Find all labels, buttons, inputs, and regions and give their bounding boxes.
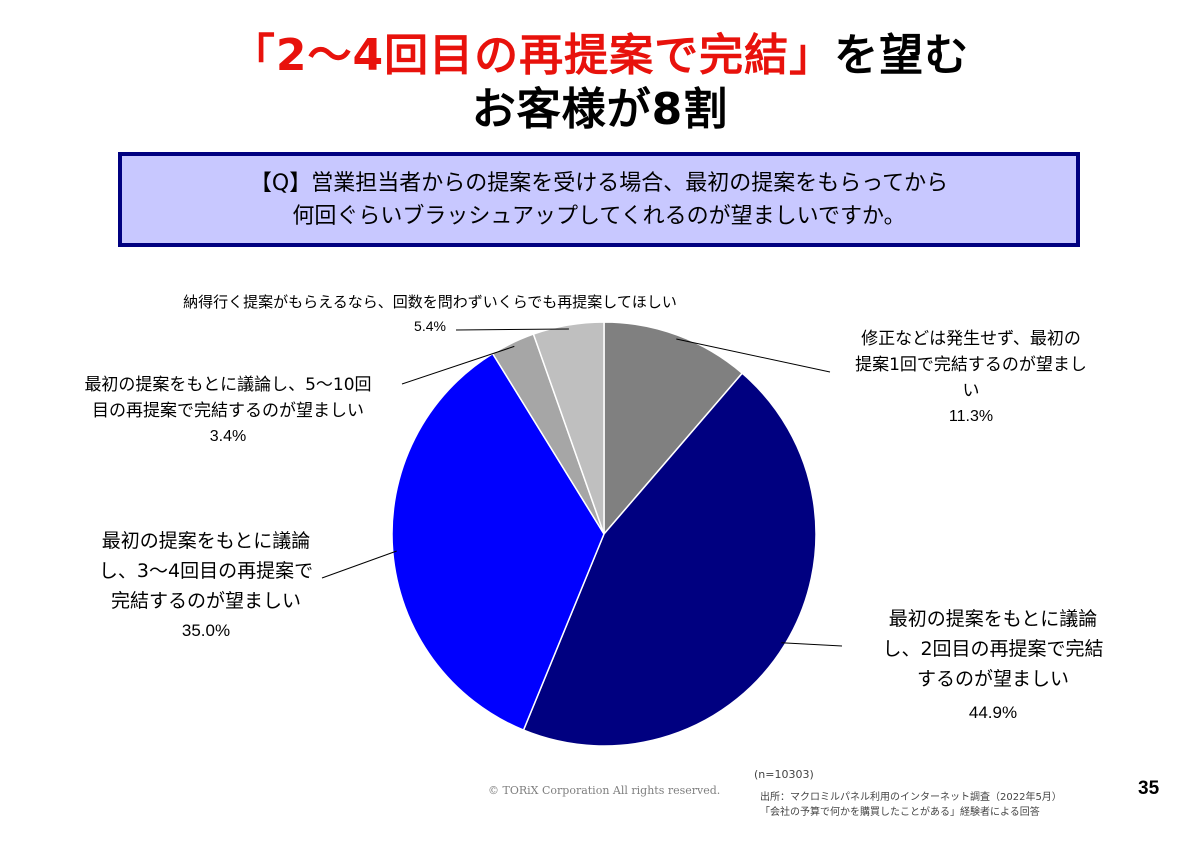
- slice-label-5-10-times: 最初の提案をもとに議論し、5～10回 目の再提案で完結するのが望ましい 3.4%: [58, 372, 398, 450]
- pie-slice-1-time: [603, 321, 744, 537]
- sample-size: (n=10303): [754, 768, 814, 781]
- slice-percent: 3.4%: [209, 428, 247, 445]
- slice-label-text: するのが望ましい: [916, 668, 1069, 690]
- slice-label-text: い: [962, 381, 980, 401]
- pie-slice-3-4-times: [391, 352, 605, 732]
- slice-label-text: 最初の提案をもとに議論し、5～10回: [84, 375, 372, 395]
- slice-label-1-time: 修正などは発生せず、最初の 提案1回で完結するのが望まし い 11.3%: [836, 326, 1106, 430]
- question-line2: 何回ぐらいブラッシュアップしてくれるのが望ましいですか。: [292, 203, 906, 229]
- question-line1: 【Q】営業担当者からの提案を受ける場合、最初の提案をもらってから: [249, 170, 949, 196]
- slice-label-3-4-times: 最初の提案をもとに議論 し、3～4回目の再提案で 完結するのが望ましい 35.0…: [66, 526, 346, 646]
- source-line2: 「会社の予算で何かを購買したことがある」経験者による回答: [760, 807, 1040, 818]
- slice-label-2-times: 最初の提案をもとに議論 し、2回目の再提案で完結 するのが望ましい 44.9%: [848, 604, 1138, 728]
- leader-line: [781, 642, 843, 647]
- slice-percent: 5.4%: [414, 318, 446, 334]
- slice-label-text: 提案1回で完結するのが望まし: [855, 355, 1087, 375]
- leader-line: [321, 550, 397, 579]
- slice-label-unlimited: 納得行く提案がもらえるなら、回数を問わずいくらでも再提案してほしい 5.4%: [130, 290, 730, 338]
- slice-label-text: し、3～4回目の再提案で: [98, 560, 314, 582]
- pie-slice-unlimited: [532, 321, 605, 535]
- page-title-line1: 「2～4回目の再提案で完結」を望む: [0, 30, 1200, 82]
- slice-label-text: 目の再提案で完結するのが望ましい: [92, 401, 364, 421]
- slice-label-text: 最初の提案をもとに議論: [888, 608, 1098, 630]
- slice-label-text: 完結するのが望ましい: [110, 590, 301, 612]
- source-line1: 出所：マクロミルパネル利用のインターネット調査（2022年5月）: [760, 792, 1062, 803]
- page-title-rest: を望む: [834, 30, 970, 81]
- pie-slice-2-times: [522, 372, 817, 747]
- page-title-line2: お客様が8割: [471, 84, 729, 135]
- slice-label-text: 修正などは発生せず、最初の: [861, 329, 1081, 349]
- slice-label-text: 納得行く提案がもらえるなら、回数を問わずいくらでも再提案してほしい: [183, 293, 677, 311]
- copyright: © TORiX Corporation All rights reserved.: [488, 784, 721, 797]
- leader-line: [401, 345, 515, 385]
- source-note: 出所：マクロミルパネル利用のインターネット調査（2022年5月） 「会社の予算で…: [760, 790, 1062, 820]
- slice-label-text: 最初の提案をもとに議論: [101, 530, 311, 552]
- slice-percent: 11.3%: [948, 408, 994, 425]
- slice-label-text: し、2回目の再提案で完結: [882, 638, 1104, 660]
- page-number: 35: [1138, 778, 1160, 799]
- leader-line: [676, 338, 831, 373]
- question-box: 【Q】営業担当者からの提案を受ける場合、最初の提案をもらってから 何回ぐらいブラ…: [118, 152, 1080, 247]
- slice-percent: 44.9%: [968, 703, 1018, 722]
- slice-percent: 35.0%: [181, 621, 231, 640]
- leader-line: [455, 328, 569, 331]
- page-title-highlight: 「2～4回目の再提案で完結」: [230, 30, 835, 81]
